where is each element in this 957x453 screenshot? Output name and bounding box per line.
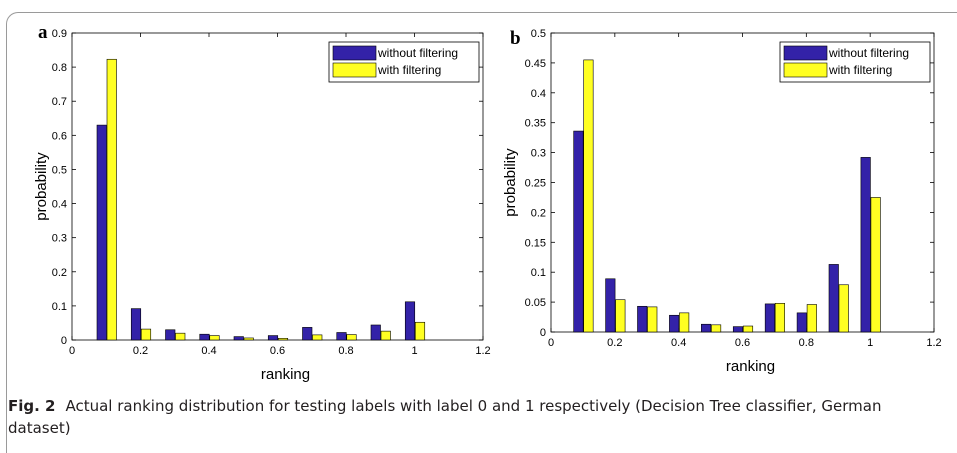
bar-without-filtering xyxy=(605,278,616,333)
bar-with-filtering xyxy=(615,299,626,333)
y-tick-label: 0.3 xyxy=(531,148,546,160)
panel-label: a xyxy=(38,22,48,43)
bar-with-filtering xyxy=(583,59,594,333)
y-tick-label: 0.1 xyxy=(531,267,546,279)
y-tick-label: 0.1 xyxy=(52,301,67,313)
x-tick-label: 0.6 xyxy=(270,345,285,357)
x-axis-title: ranking xyxy=(726,358,775,375)
x-tick-label: 1.2 xyxy=(475,345,490,357)
bar-with-filtering xyxy=(838,284,849,333)
x-tick-label: 0.4 xyxy=(201,345,216,357)
y-tick-label: 0.5 xyxy=(531,28,546,40)
bar-without-filtering xyxy=(669,314,680,333)
panel-label: b xyxy=(510,28,521,49)
y-axis-title: probability xyxy=(502,148,519,217)
bar-with-filtering xyxy=(346,334,357,341)
x-tick-label: 0 xyxy=(69,345,75,357)
bar-with-filtering xyxy=(414,321,426,341)
y-tick-label: 0.4 xyxy=(531,88,546,100)
y-tick-label: 0.25 xyxy=(525,178,546,190)
y-tick-label: 0.9 xyxy=(52,28,67,40)
bar-with-filtering xyxy=(742,325,754,333)
bar-with-filtering xyxy=(679,312,690,333)
y-tick-label: 0.2 xyxy=(531,207,546,219)
x-tick-label: 0 xyxy=(548,337,554,349)
y-tick-label: 0 xyxy=(540,327,546,339)
legend-swatch xyxy=(332,62,377,78)
bar-with-filtering xyxy=(277,337,289,341)
bar-with-filtering xyxy=(140,328,152,341)
legend-label: with filtering xyxy=(828,63,892,77)
x-tick-label: 0.4 xyxy=(671,337,686,349)
y-tick-label: 0 xyxy=(61,335,67,347)
chart-panel-b: 0 0.05 0.1 0.15 0.2 0.25 0.3 0.35 0.4 0.45 0.5 0 0.2… xyxy=(502,28,942,375)
bar-without-filtering xyxy=(860,157,871,333)
bar-without-filtering xyxy=(165,329,176,341)
y-tick-label: 0.4 xyxy=(52,199,67,211)
bar-without-filtering xyxy=(732,326,744,333)
bar-without-filtering xyxy=(637,305,648,333)
bar-without-filtering xyxy=(336,332,347,341)
bar-with-filtering xyxy=(870,197,881,333)
x-tick-label: 0.2 xyxy=(133,345,148,357)
legend-swatch xyxy=(783,45,828,61)
bar-with-filtering xyxy=(647,306,658,333)
bar-without-filtering xyxy=(370,324,381,341)
legend-label: with filtering xyxy=(377,63,441,77)
bar-without-filtering xyxy=(828,264,839,333)
y-tick-label: 0.05 xyxy=(525,297,546,309)
legend-swatch xyxy=(332,45,377,61)
x-tick-label: 1.2 xyxy=(926,337,941,349)
figure: 0 0.1 0.2 0.3 0.4 0.5 0.6 0.7 0.8 0.9 0 0.2 0.4 0.6 0.… xyxy=(33,22,942,383)
bar-without-filtering xyxy=(199,333,210,341)
legend-label: without filtering xyxy=(377,46,458,60)
x-tick-label: 0.8 xyxy=(799,337,814,349)
bar-with-filtering xyxy=(243,337,254,341)
chart-legend: without filtering with filtering xyxy=(328,41,480,83)
plot-area xyxy=(71,32,484,341)
bar-without-filtering xyxy=(233,336,244,341)
caption-label: Fig. 2 xyxy=(8,397,56,415)
bar-without-filtering xyxy=(796,312,807,333)
bar-without-filtering xyxy=(96,124,107,341)
bar-with-filtering xyxy=(806,304,817,333)
x-tick-label: 1 xyxy=(411,345,417,357)
y-tick-label: 0.35 xyxy=(525,118,546,130)
chart-panel-a: 0 0.1 0.2 0.3 0.4 0.5 0.6 0.7 0.8 0.9 0 0.2 0.4 0.6 0.… xyxy=(33,22,491,383)
x-tick-label: 1 xyxy=(867,337,873,349)
bar-with-filtering xyxy=(175,332,186,341)
bar-without-filtering xyxy=(764,303,775,333)
y-tick-label: 0.15 xyxy=(525,237,546,249)
bar-without-filtering xyxy=(404,301,416,341)
legend-label: without filtering xyxy=(828,46,909,60)
legend-swatch xyxy=(783,62,828,78)
bar-with-filtering xyxy=(711,324,722,333)
bar-without-filtering xyxy=(130,308,142,341)
y-tick-label: 0.6 xyxy=(52,130,67,142)
bar-with-filtering xyxy=(380,330,391,341)
y-axis-title: probability xyxy=(33,152,50,221)
bar-without-filtering xyxy=(267,335,279,341)
y-tick-label: 0.7 xyxy=(52,96,67,108)
bar-without-filtering xyxy=(302,327,313,341)
bar-without-filtering xyxy=(701,323,712,333)
bar-with-filtering xyxy=(312,334,323,341)
bar-with-filtering xyxy=(774,302,785,333)
bar-without-filtering xyxy=(573,130,584,333)
x-axis-title: ranking xyxy=(261,366,310,383)
caption-text: Actual ranking distribution for testing … xyxy=(8,397,882,437)
bar-with-filtering xyxy=(209,335,220,341)
figure-caption: Fig. 2 Actual ranking distribution for te… xyxy=(8,395,948,439)
bar-with-filtering xyxy=(106,58,117,341)
y-tick-label: 0.8 xyxy=(52,62,67,74)
y-tick-label: 0.3 xyxy=(52,233,67,245)
x-tick-label: 0.6 xyxy=(735,337,750,349)
chart-legend: without filtering with filtering xyxy=(779,41,931,83)
y-tick-label: 0.5 xyxy=(52,164,67,176)
y-tick-label: 0.2 xyxy=(52,267,67,279)
x-tick-label: 0.2 xyxy=(607,337,622,349)
x-tick-label: 0.8 xyxy=(338,345,353,357)
y-tick-label: 0.45 xyxy=(525,58,546,70)
figure-frame xyxy=(6,12,957,453)
